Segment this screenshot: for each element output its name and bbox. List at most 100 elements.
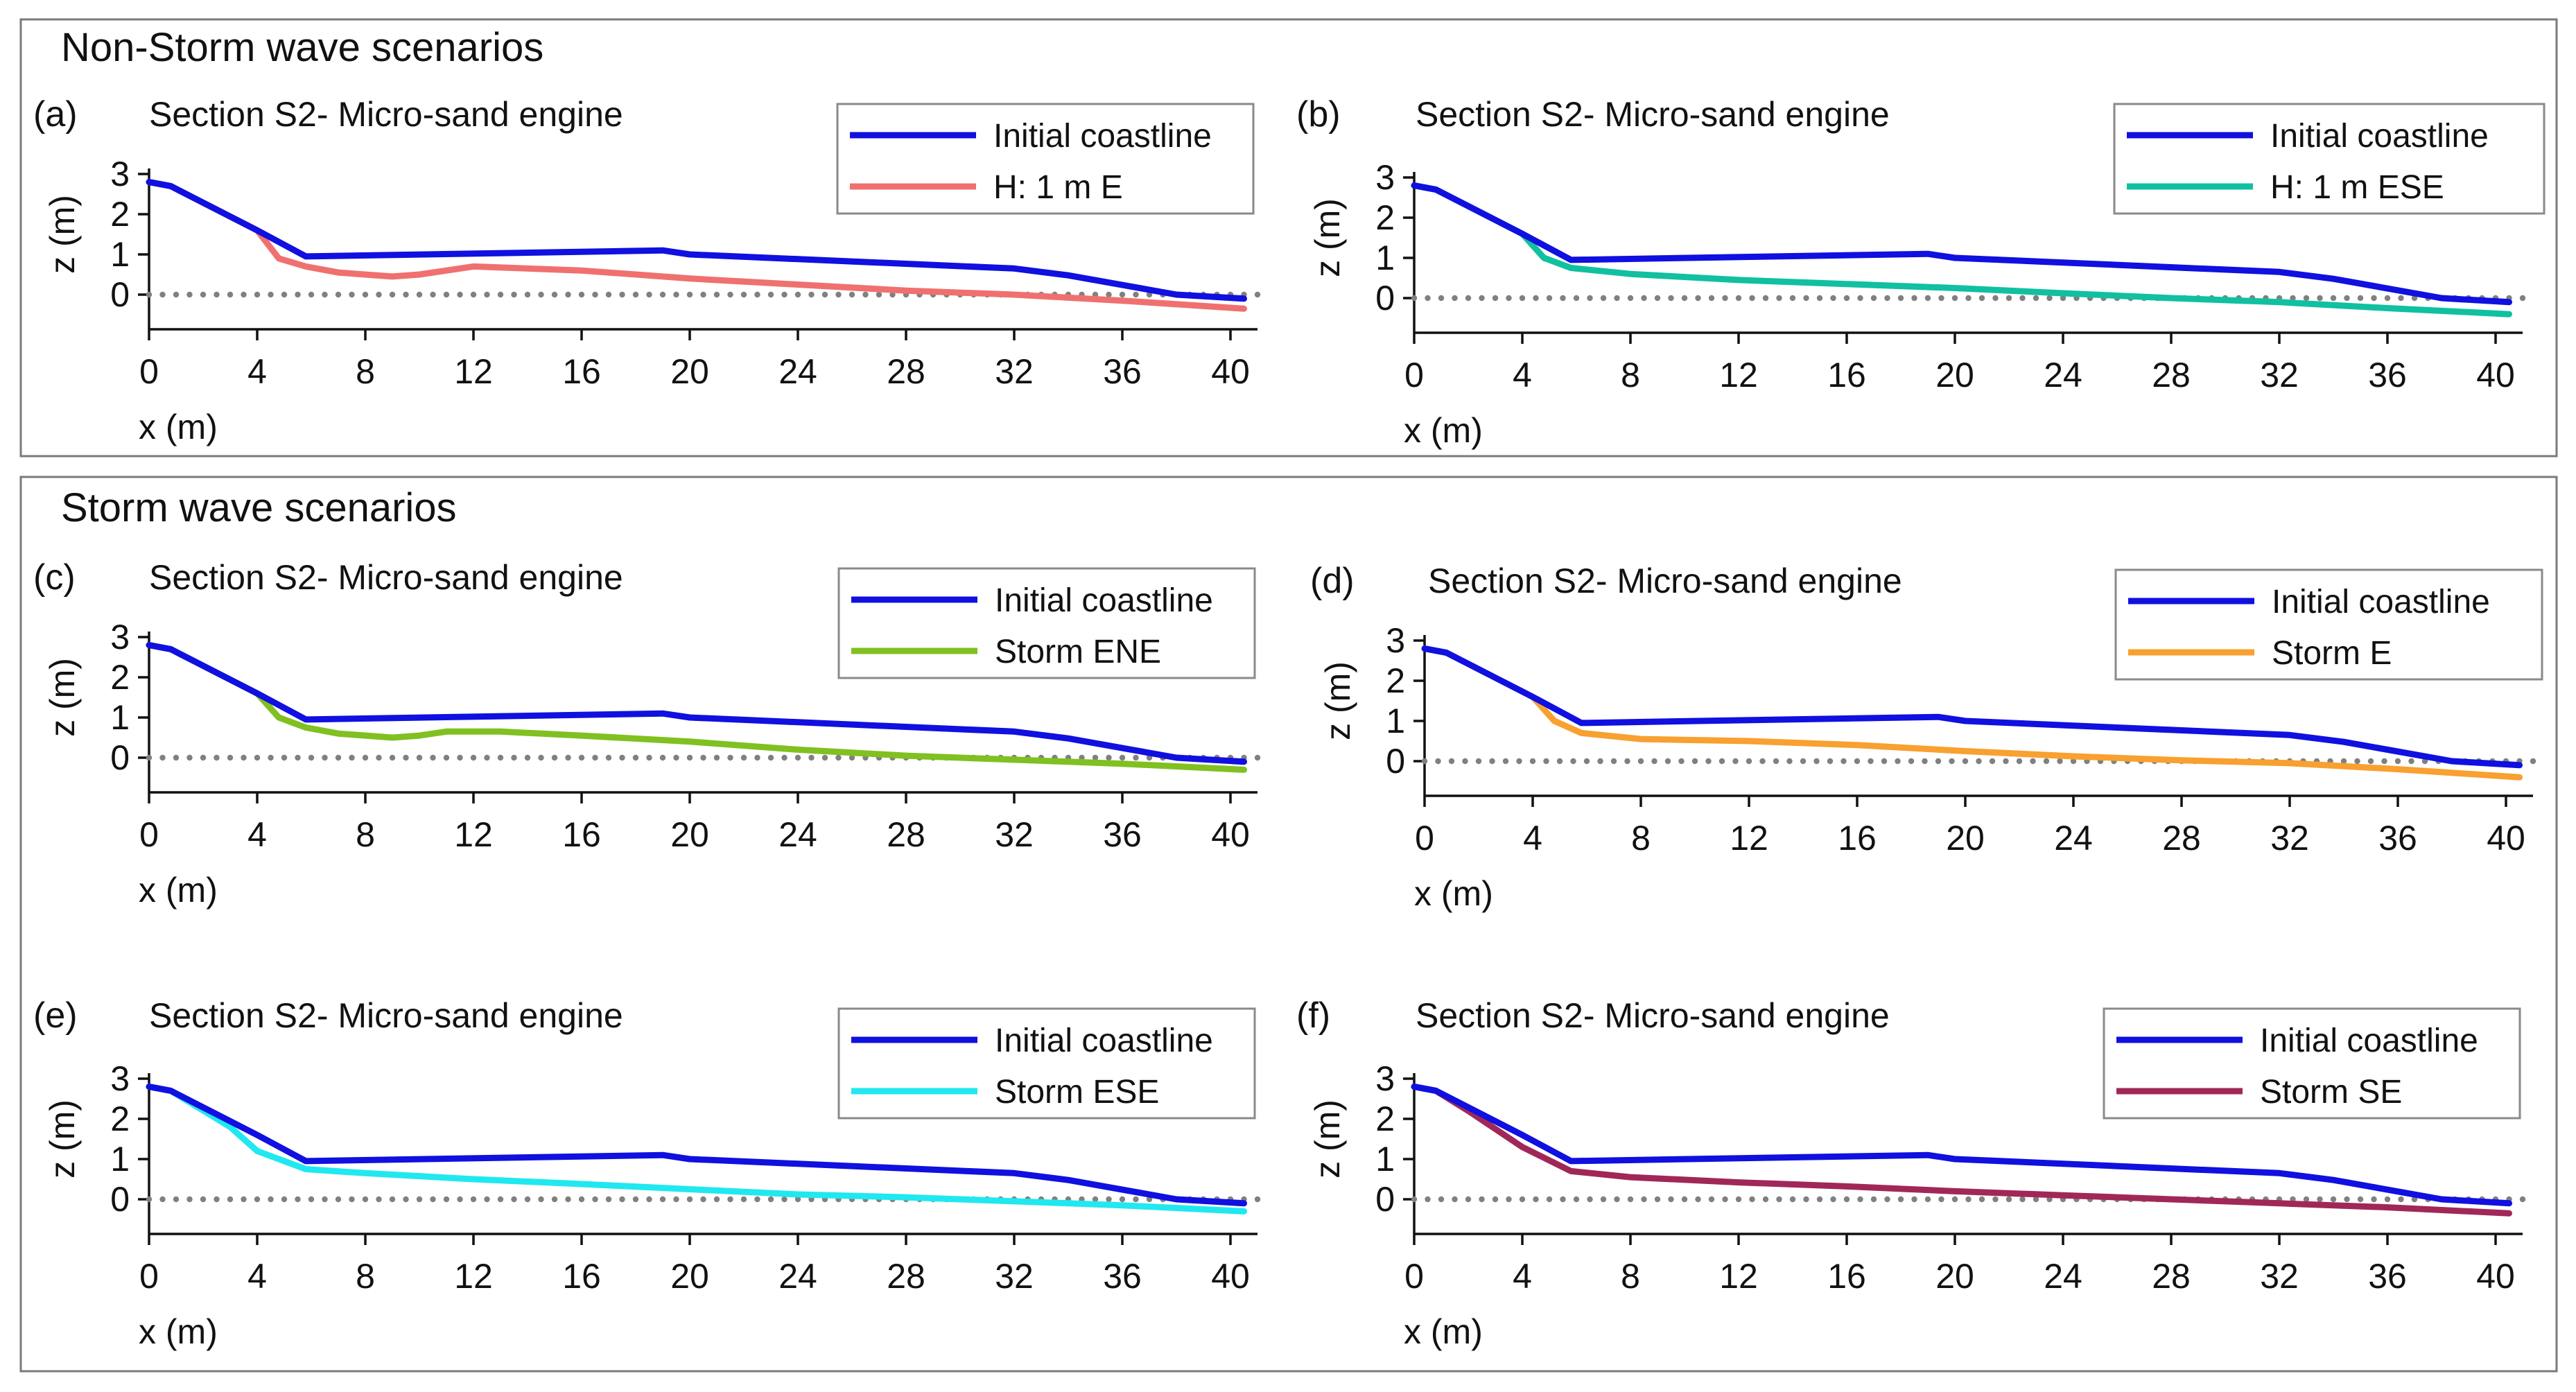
zero-marker-dot — [1543, 758, 1549, 765]
zero-marker-dot — [1924, 1196, 1931, 1203]
y-tick-label: 1 — [110, 235, 130, 274]
zero-marker-dot — [186, 754, 193, 761]
x-tick-label: 36 — [2378, 819, 2417, 858]
panel-title: Section S2- Micro-sand engine — [1416, 996, 1890, 1035]
x-tick-label: 28 — [887, 1257, 925, 1296]
zero-marker-dot — [2057, 758, 2063, 765]
y-tick-label: 0 — [110, 738, 130, 777]
legend-label: Initial coastline — [995, 582, 1213, 619]
zero-marker-dot — [1897, 1196, 1904, 1203]
zero-marker-dot — [1976, 758, 1982, 765]
zero-marker-dot — [322, 754, 328, 761]
zero-marker-dot — [281, 754, 288, 761]
y-tick-label: 3 — [1375, 158, 1395, 197]
y-tick-label: 1 — [1375, 1140, 1395, 1178]
zero-marker-dot — [1133, 1196, 1139, 1203]
zero-marker-dot — [376, 1196, 382, 1203]
zero-marker-dot — [794, 1196, 801, 1203]
x-tick-label: 32 — [2260, 1257, 2299, 1296]
zero-marker-dot — [214, 291, 220, 298]
zero-marker-dot — [1587, 1196, 1593, 1203]
zero-marker-dot — [1106, 1196, 1112, 1203]
zero-marker-dot — [1924, 295, 1931, 302]
zero-marker-dot — [159, 1196, 166, 1203]
zero-marker-dot — [1965, 295, 1972, 302]
zero-marker-dot — [173, 1196, 180, 1203]
y-tick-label: 2 — [110, 658, 130, 697]
zero-marker-dot — [362, 1196, 369, 1203]
x-tick-label: 40 — [2476, 1257, 2515, 1296]
zero-marker-dot — [1492, 295, 1499, 302]
zero-marker-dot — [416, 754, 423, 761]
zero-marker-dot — [1462, 758, 1468, 765]
x-tick-label: 8 — [1621, 1257, 1640, 1296]
zero-marker-dot — [2033, 295, 2039, 302]
zero-marker-dot — [484, 754, 490, 761]
zero-marker-dot — [362, 291, 369, 298]
zero-marker-dot — [1746, 758, 1752, 765]
zero-marker-dot — [619, 754, 625, 761]
zero-marker-dot — [1546, 295, 1553, 302]
zero-marker-dot — [659, 754, 666, 761]
zero-marker-dot — [470, 1196, 477, 1203]
zero-marker-dot — [713, 1196, 720, 1203]
zero-marker-dot — [592, 754, 598, 761]
x-tick-label: 24 — [778, 815, 817, 854]
x-tick-label: 0 — [139, 1257, 159, 1296]
zero-marker-dot — [403, 754, 409, 761]
zero-marker-dot — [592, 291, 598, 298]
y-tick-label: 2 — [1375, 198, 1395, 237]
zero-marker-dot — [1830, 1196, 1836, 1203]
x-axis-label: x (m) — [139, 408, 218, 446]
zero-marker-dot — [1533, 1196, 1539, 1203]
zero-marker-dot — [2070, 758, 2077, 765]
y-axis-label: z (m) — [43, 658, 82, 737]
zero-marker-dot — [1506, 1196, 1512, 1203]
zero-marker-dot — [497, 754, 504, 761]
zero-marker-dot — [700, 754, 706, 761]
x-tick-label: 20 — [670, 815, 709, 854]
zero-marker-dot — [1529, 758, 1536, 765]
x-tick-label: 16 — [562, 352, 601, 391]
zero-marker-dot — [686, 754, 693, 761]
legend-box — [837, 1007, 1256, 1120]
zero-marker-dot — [1421, 758, 1428, 765]
zero-marker-dot — [2317, 295, 2323, 302]
x-tick-label: 20 — [1946, 819, 1985, 858]
zero-marker-dot — [2357, 1196, 2364, 1203]
zero-marker-dot — [1735, 295, 1742, 302]
zero-marker-dot — [551, 754, 558, 761]
zero-marker-dot — [1868, 758, 1874, 765]
zero-marker-dot — [524, 1196, 531, 1203]
zero-marker-dot — [1519, 1196, 1526, 1203]
zero-marker-dot — [200, 1196, 207, 1203]
x-tick-label: 12 — [454, 352, 493, 391]
zero-marker-dot — [1119, 1196, 1126, 1203]
zero-marker-dot — [1911, 295, 1917, 302]
x-axis-label: x (m) — [139, 1312, 218, 1351]
zero-marker-dot — [632, 291, 639, 298]
zero-marker-dot — [2367, 758, 2374, 765]
zero-marker-dot — [781, 754, 787, 761]
zero-marker-dot — [1119, 754, 1126, 761]
zero-marker-dot — [1870, 1196, 1877, 1203]
x-tick-label: 20 — [670, 352, 709, 391]
y-tick-label: 2 — [1375, 1099, 1395, 1138]
legend-label: Initial coastline — [2270, 118, 2489, 155]
x-tick-label: 12 — [1719, 356, 1758, 394]
zero-marker-dot — [1092, 1196, 1099, 1203]
zero-marker-dot — [2519, 1196, 2526, 1203]
zero-marker-dot — [443, 1196, 450, 1203]
zero-marker-dot — [335, 1196, 342, 1203]
zero-marker-dot — [754, 754, 760, 761]
x-tick-label: 28 — [887, 815, 925, 854]
zero-marker-dot — [403, 1196, 409, 1203]
zero-marker-dot — [1560, 1196, 1566, 1203]
zero-marker-dot — [2046, 295, 2053, 302]
x-tick-label: 28 — [2152, 1257, 2191, 1296]
zero-marker-dot — [1789, 1196, 1796, 1203]
zero-marker-dot — [2519, 295, 2526, 302]
zero-marker-dot — [835, 754, 842, 761]
zero-marker-dot — [1722, 1196, 1728, 1203]
zero-marker-dot — [754, 291, 760, 298]
